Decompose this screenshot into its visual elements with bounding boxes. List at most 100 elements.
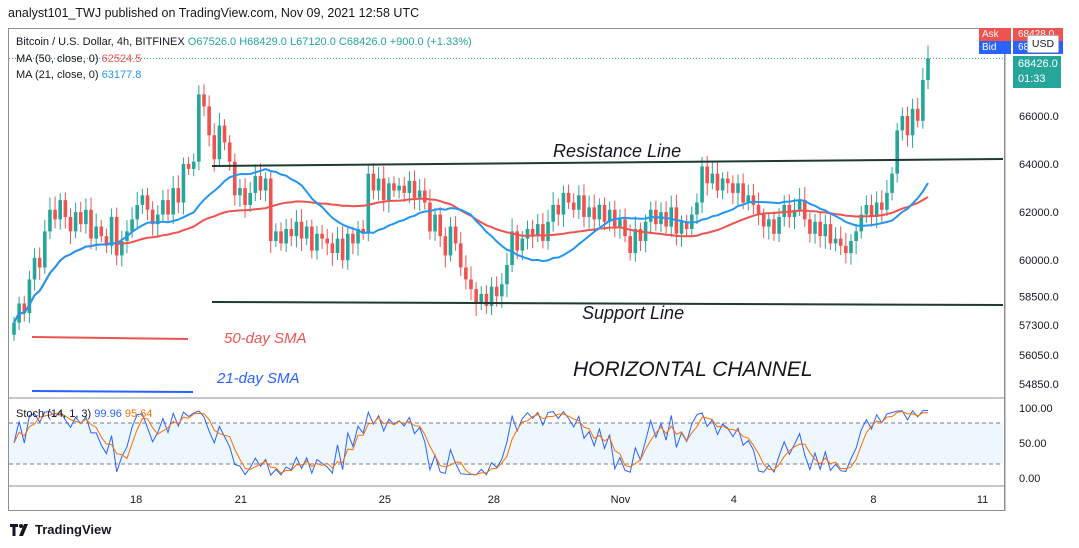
candle-body bbox=[243, 188, 247, 205]
candle bbox=[700, 156, 704, 214]
candle bbox=[448, 217, 453, 262]
candle-body bbox=[885, 192, 889, 210]
candle-body bbox=[361, 228, 365, 234]
candle-body bbox=[607, 209, 612, 222]
candle bbox=[227, 135, 232, 171]
candle-body bbox=[135, 204, 140, 220]
price-tick-label: 60000.0 bbox=[1019, 255, 1059, 267]
candle-body bbox=[577, 195, 581, 210]
candle-body bbox=[58, 200, 63, 220]
candle-body bbox=[284, 228, 288, 244]
candle-body bbox=[166, 200, 170, 215]
candle bbox=[808, 212, 812, 243]
candle-body bbox=[448, 226, 453, 256]
candle-body bbox=[520, 238, 525, 251]
candle-body bbox=[792, 209, 797, 217]
candle bbox=[84, 198, 88, 234]
price-tick-label: 57300.0 bbox=[1019, 320, 1059, 332]
time-tick-label: 11 bbox=[977, 494, 988, 506]
candle-body bbox=[469, 279, 473, 290]
candle bbox=[592, 194, 597, 233]
candle bbox=[120, 230, 124, 267]
candle-body bbox=[299, 221, 304, 239]
candle bbox=[556, 198, 561, 226]
candle bbox=[577, 185, 581, 219]
candle-body bbox=[797, 200, 802, 210]
candle bbox=[145, 187, 150, 221]
candle bbox=[217, 112, 222, 166]
candle-body bbox=[474, 289, 478, 304]
ma-lines-layer bbox=[13, 168, 929, 324]
candle bbox=[140, 188, 145, 214]
candle bbox=[458, 232, 463, 277]
candle bbox=[361, 220, 365, 240]
candle-body bbox=[315, 233, 319, 251]
candle bbox=[150, 201, 155, 236]
candle-body bbox=[109, 216, 114, 246]
candle-body bbox=[428, 202, 432, 232]
publisher-header: analyst101_TWJ published on TradingView.… bbox=[8, 6, 420, 20]
candle bbox=[782, 195, 787, 227]
candle-body bbox=[746, 195, 751, 203]
candle bbox=[387, 177, 391, 213]
candle-body bbox=[756, 204, 761, 215]
candle bbox=[243, 178, 247, 218]
candle-body bbox=[864, 204, 869, 215]
candle-body bbox=[202, 94, 206, 107]
candle-body bbox=[556, 204, 561, 215]
candle-body bbox=[638, 228, 643, 241]
candle-body bbox=[176, 188, 181, 203]
candle-body bbox=[813, 221, 817, 234]
tradingview-logo-text: TradingView bbox=[35, 522, 112, 537]
candle bbox=[587, 195, 591, 229]
candle-body bbox=[838, 238, 843, 246]
candle-body bbox=[320, 233, 324, 239]
candle bbox=[289, 218, 294, 247]
candle bbox=[669, 195, 674, 237]
candle-body bbox=[161, 200, 165, 215]
candle-body bbox=[818, 221, 822, 237]
candle-body bbox=[720, 178, 725, 191]
candle bbox=[731, 175, 735, 205]
candle-body bbox=[155, 214, 160, 225]
candle-body bbox=[412, 180, 417, 198]
stoch-tick-label: 100.00 bbox=[1019, 403, 1053, 415]
tradingview-logo[interactable]: TradingView bbox=[10, 522, 111, 537]
sma50-legend-line bbox=[31, 336, 189, 340]
candle-body bbox=[879, 202, 884, 210]
bar-countdown: 01:33 bbox=[1018, 73, 1046, 85]
candle bbox=[469, 266, 473, 301]
candle-body bbox=[351, 233, 355, 244]
candle-body bbox=[510, 231, 514, 266]
candle bbox=[530, 219, 535, 249]
candle-body bbox=[268, 178, 273, 241]
candle bbox=[53, 196, 57, 229]
candle-body bbox=[120, 240, 124, 256]
bid-label: Bid bbox=[979, 41, 1011, 54]
candle bbox=[197, 85, 201, 171]
candle bbox=[340, 226, 345, 269]
candle-body bbox=[479, 293, 484, 304]
candle bbox=[453, 216, 458, 251]
candle bbox=[535, 213, 540, 243]
candle-body bbox=[808, 219, 812, 234]
ma21-line bbox=[13, 168, 929, 324]
candle-body bbox=[150, 209, 155, 225]
candle bbox=[900, 107, 905, 141]
candle bbox=[135, 192, 140, 228]
candle-body bbox=[27, 279, 32, 314]
currency-button[interactable]: USD bbox=[1027, 35, 1059, 53]
candle bbox=[253, 164, 258, 202]
candle bbox=[32, 248, 37, 291]
candle-body bbox=[551, 204, 555, 222]
candle bbox=[428, 189, 432, 240]
price-tick-label: 58500.0 bbox=[1019, 291, 1059, 303]
candle-body bbox=[664, 212, 668, 227]
candle-body bbox=[700, 166, 704, 203]
candle-body bbox=[263, 178, 268, 191]
candle-body bbox=[464, 267, 468, 280]
candle-body bbox=[387, 183, 391, 201]
candle bbox=[905, 106, 910, 147]
candle-body bbox=[304, 226, 309, 239]
